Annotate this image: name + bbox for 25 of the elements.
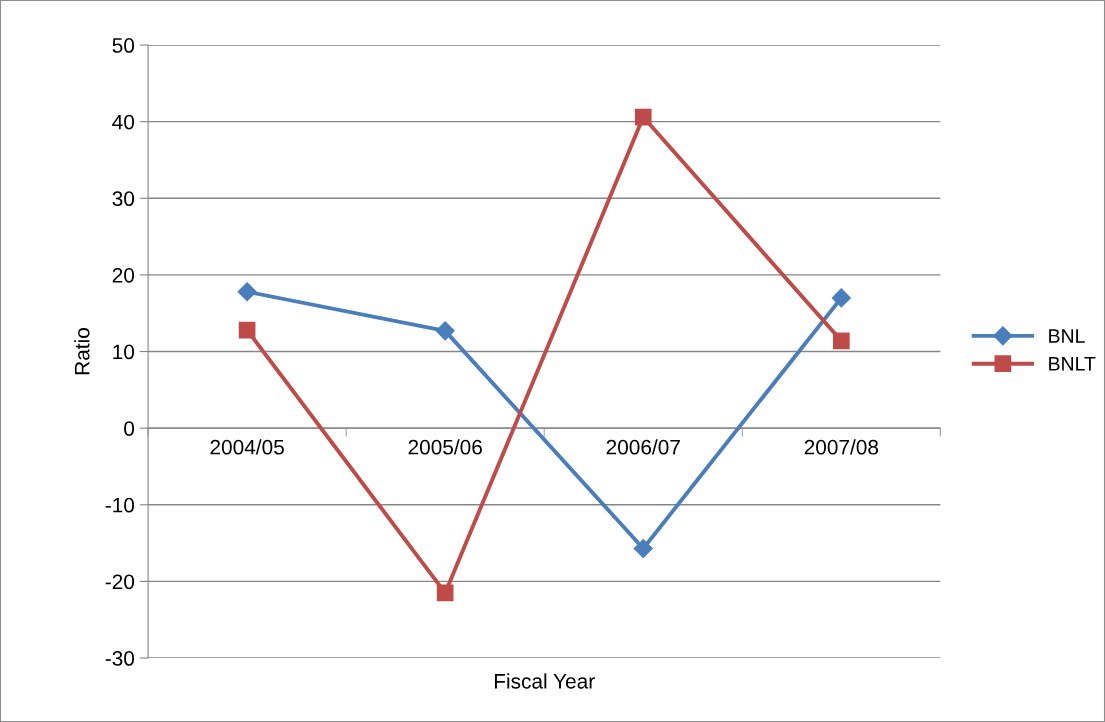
y-tick-label: 0 xyxy=(124,421,135,436)
point xyxy=(633,538,653,558)
y-tick-label: -20 xyxy=(105,574,135,590)
point xyxy=(435,321,455,341)
point xyxy=(832,332,850,350)
x-tick-label: 2006/07 xyxy=(606,439,680,455)
point xyxy=(436,584,454,602)
x-tick-label: 2005/06 xyxy=(408,439,482,455)
point xyxy=(237,282,257,302)
point xyxy=(831,288,851,308)
y-tick-label: -10 xyxy=(105,497,135,513)
y-tick-label: 40 xyxy=(112,114,135,130)
x-axis-title: Fiscal Year xyxy=(494,673,595,689)
y-tick-label: 10 xyxy=(113,344,135,360)
y-tick-label: 20 xyxy=(112,267,135,283)
y-tick-label: 30 xyxy=(112,191,135,207)
x-tick-label: 2004/05 xyxy=(210,439,284,455)
y-tick-label: 50 xyxy=(112,38,135,53)
point xyxy=(238,321,256,339)
y-tick-label: -30 xyxy=(105,651,135,666)
legend-label: BNLT xyxy=(1049,357,1096,371)
y-axis-title: Ratio xyxy=(74,328,90,375)
legend-label: BNL xyxy=(1049,329,1085,343)
x-tick-label: 2007/08 xyxy=(804,439,879,455)
point xyxy=(634,108,652,126)
